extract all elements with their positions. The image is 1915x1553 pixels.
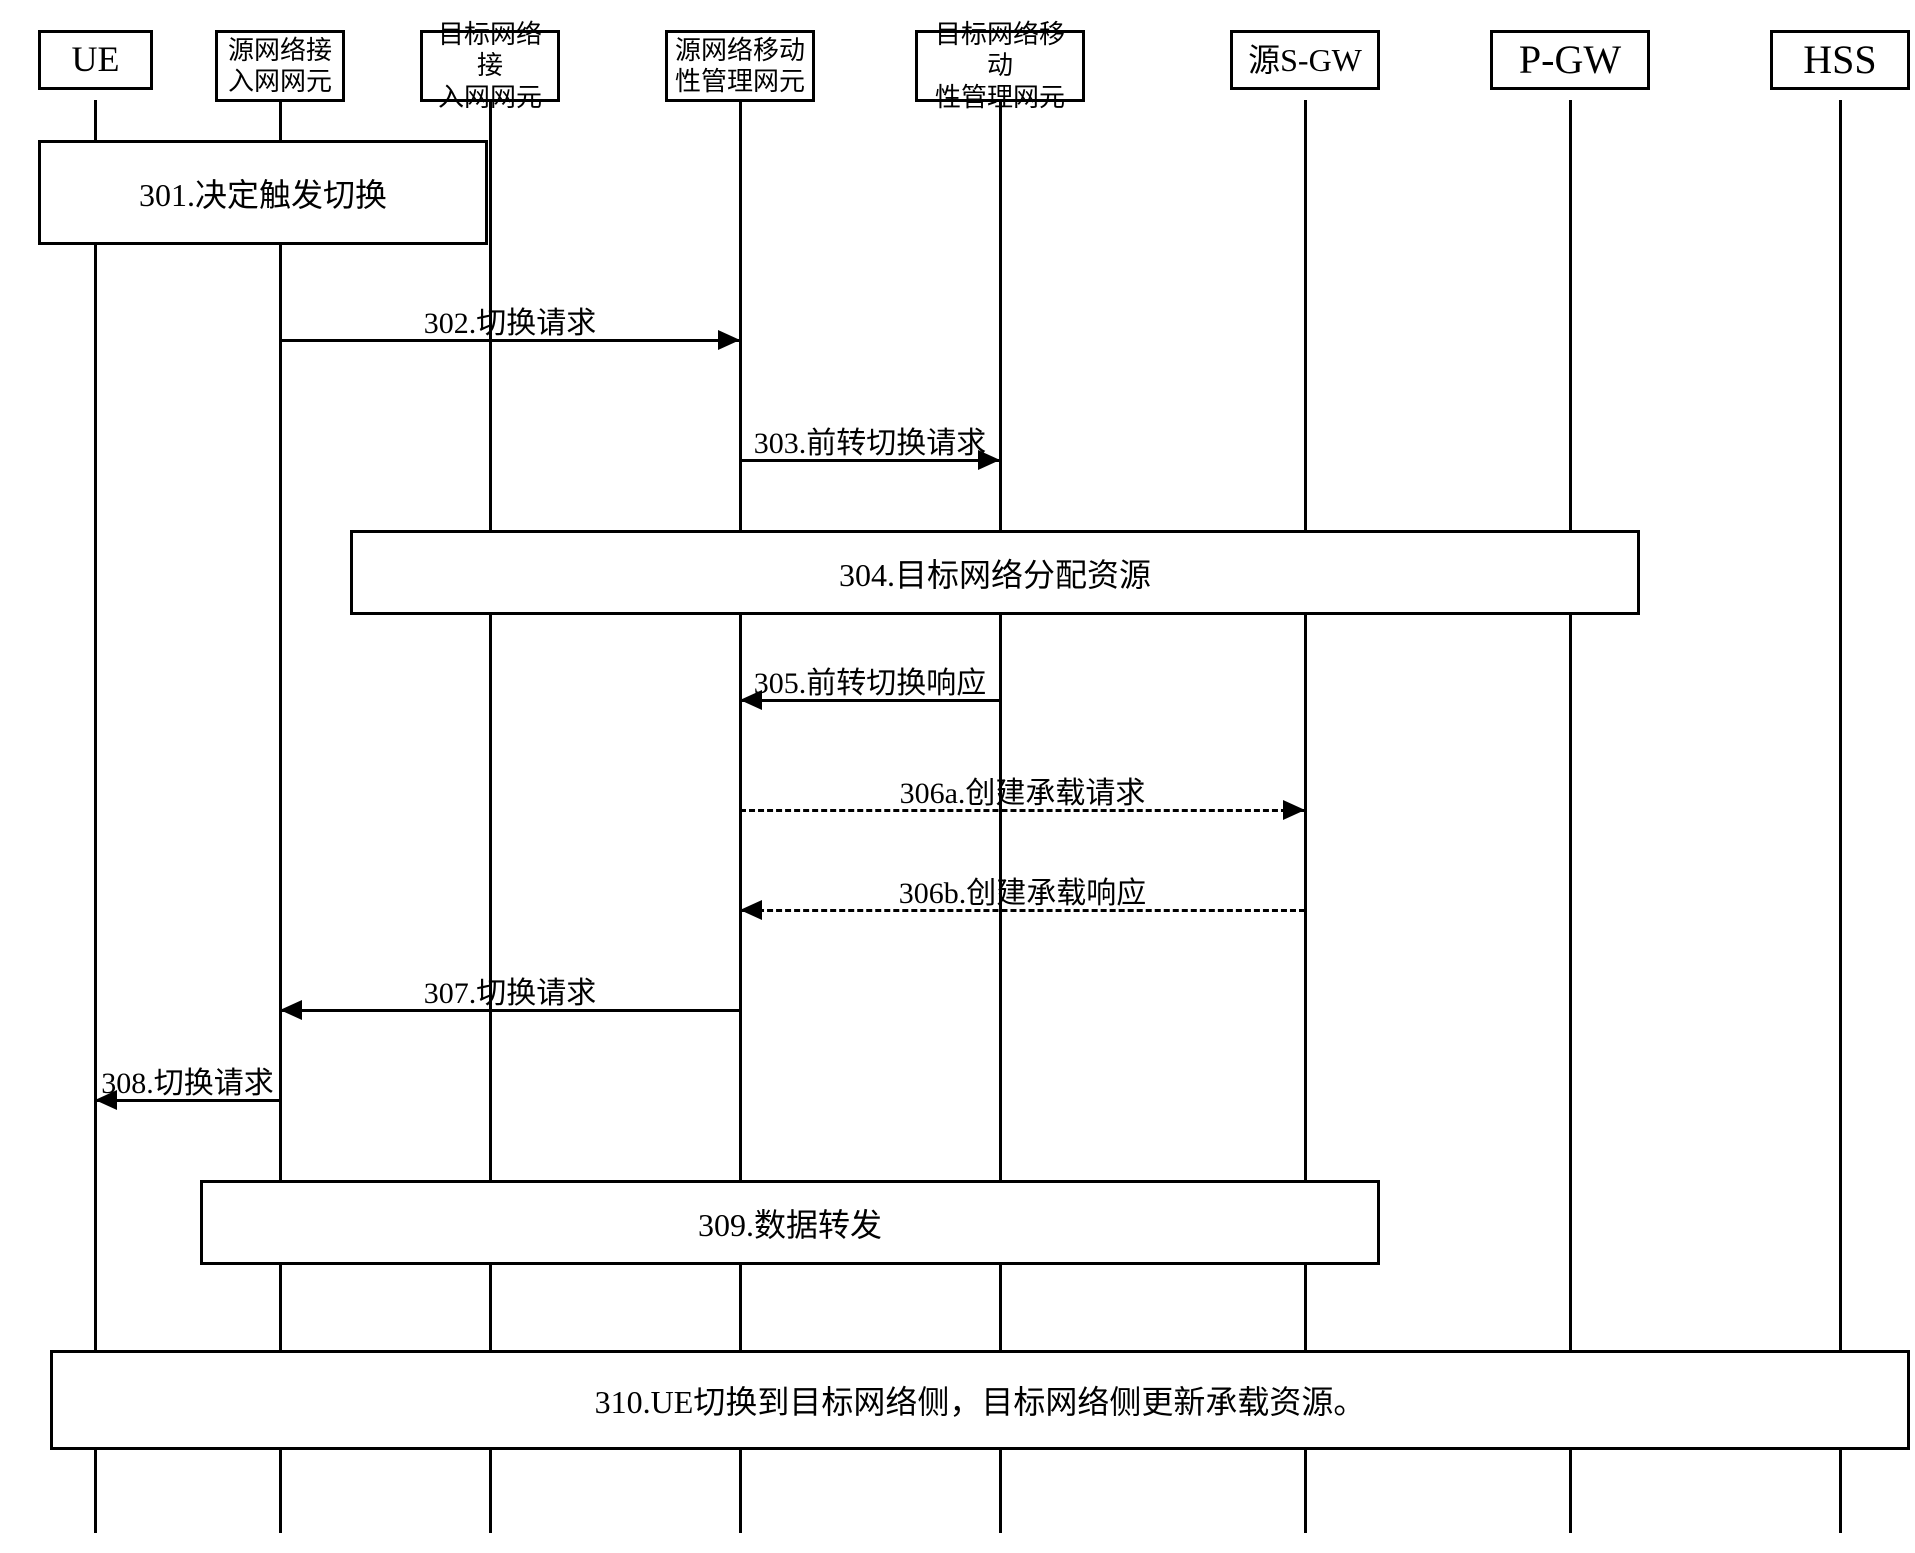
- participant-label: HSS: [1803, 36, 1876, 84]
- participant-sran: 源网络接 入网网元: [215, 30, 345, 102]
- step-s309: 309.数据转发: [200, 1180, 1380, 1265]
- message-label-m306b: 306b.创建承载响应: [740, 868, 1305, 912]
- participant-label: P-GW: [1519, 36, 1621, 84]
- participant-pgw: P-GW: [1490, 30, 1650, 90]
- participant-smme: 源网络移动 性管理网元: [665, 30, 815, 102]
- participant-label: 目标网络接 入网网元: [429, 19, 551, 113]
- message-label-m308: 308.切换请求: [95, 1058, 280, 1102]
- lifeline-ue: [94, 100, 97, 1533]
- participant-ue: UE: [38, 30, 153, 90]
- participant-label: 源网络移动 性管理网元: [675, 35, 805, 97]
- step-label: 309.数据转发: [698, 1200, 882, 1246]
- step-label: 310.UE切换到目标网络侧，目标网络侧更新承载资源。: [595, 1377, 1366, 1423]
- message-label-m307: 307.切换请求: [280, 968, 740, 1012]
- step-label: 301.决定触发切换: [139, 170, 387, 216]
- message-label-m303: 303.前转切换请求: [740, 418, 1000, 462]
- participant-label: UE: [72, 38, 120, 81]
- step-s304: 304.目标网络分配资源: [350, 530, 1640, 615]
- participant-tran: 目标网络接 入网网元: [420, 30, 560, 102]
- lifeline-tmme: [999, 100, 1002, 1533]
- participant-hss: HSS: [1770, 30, 1910, 90]
- step-s310: 310.UE切换到目标网络侧，目标网络侧更新承载资源。: [50, 1350, 1910, 1450]
- participant-tmme: 目标网络移动 性管理网元: [915, 30, 1085, 102]
- step-s301: 301.决定触发切换: [38, 140, 488, 245]
- participant-label: 目标网络移动 性管理网元: [924, 19, 1076, 113]
- message-label-m302: 302.切换请求: [280, 298, 740, 342]
- step-label: 304.目标网络分配资源: [839, 550, 1151, 596]
- lifeline-hss: [1839, 100, 1842, 1533]
- participant-label: 源网络接 入网网元: [228, 35, 332, 97]
- message-label-m305: 305.前转切换响应: [740, 658, 1000, 702]
- lifeline-pgw: [1569, 100, 1572, 1533]
- participant-label: 源S-GW: [1248, 41, 1362, 79]
- participant-ssgw: 源S-GW: [1230, 30, 1380, 90]
- sequence-diagram: 301.决定触发切换 304.目标网络分配资源 309.数据转发 310.UE切换到目…: [20, 20, 1915, 1533]
- message-label-m306a: 306a.创建承载请求: [740, 768, 1305, 812]
